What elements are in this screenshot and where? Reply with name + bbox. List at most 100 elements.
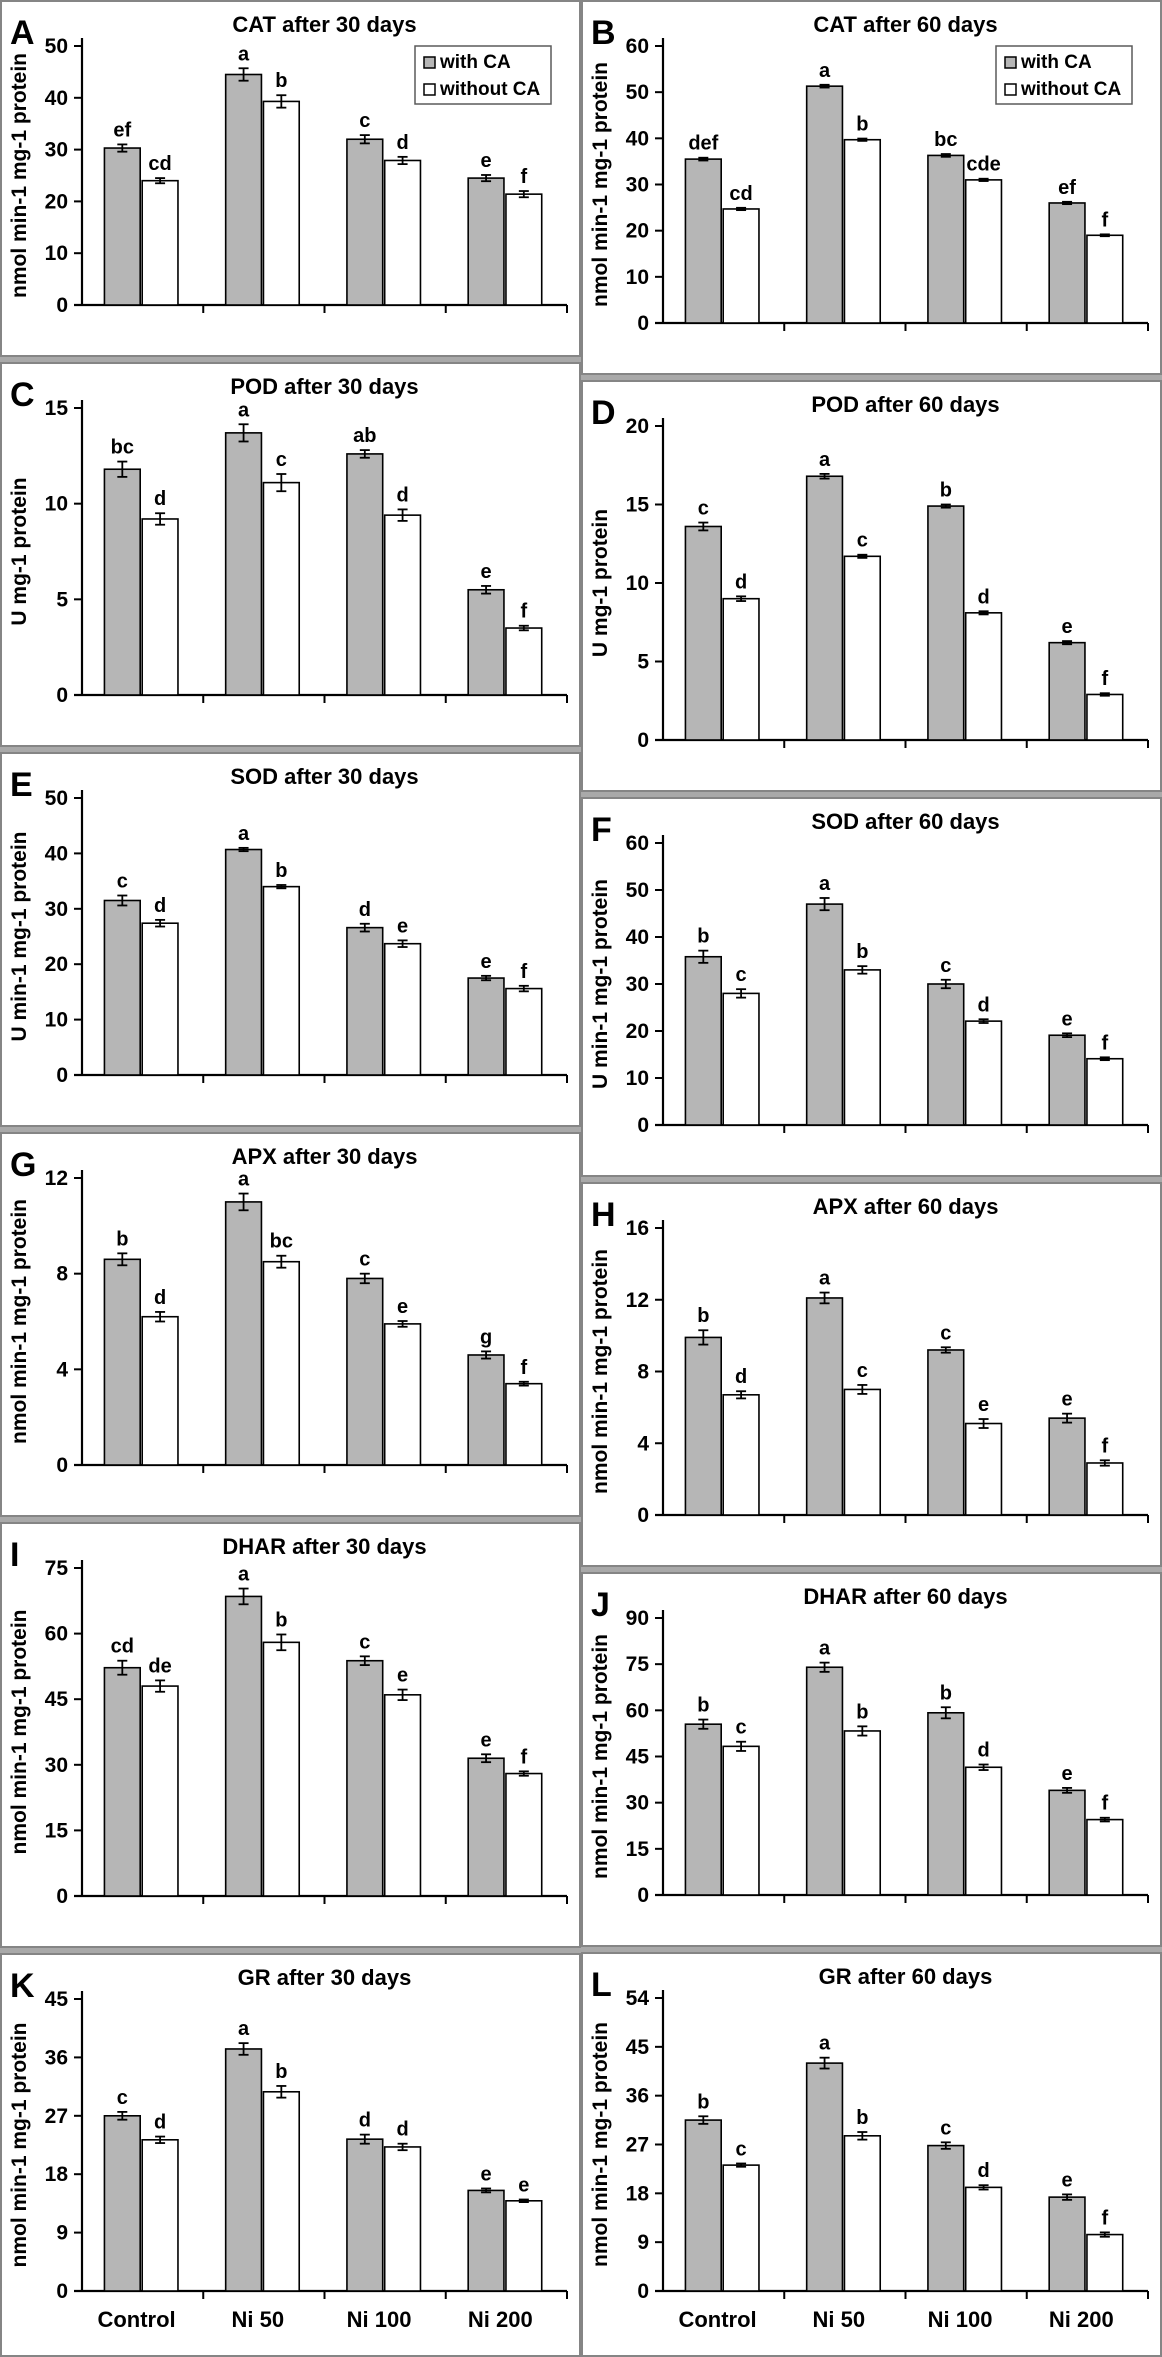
bar-with_ca-2 bbox=[346, 453, 384, 696]
bar-without_ca-0 bbox=[722, 1394, 760, 1516]
panel-title: SOD after 30 days bbox=[230, 764, 418, 789]
y-tick-label: 9 bbox=[637, 2231, 649, 2254]
y-tick-label: 10 bbox=[45, 493, 68, 516]
significance-letter: a bbox=[819, 449, 831, 471]
y-tick-label: 20 bbox=[45, 190, 68, 213]
bar-without_ca-1 bbox=[262, 1641, 301, 1897]
y-tick-label: 45 bbox=[45, 1688, 69, 1711]
y-tick-label: 10 bbox=[45, 1009, 68, 1032]
bar-without_ca-0 bbox=[141, 2139, 179, 2292]
bar-without_ca-1 bbox=[262, 2090, 301, 2292]
y-tick-label: 30 bbox=[45, 1754, 68, 1777]
legend-box bbox=[414, 45, 552, 105]
bar-without_ca-3 bbox=[505, 1772, 543, 1897]
y-tick-label: 30 bbox=[626, 973, 649, 996]
bar-with_ca-0 bbox=[103, 1258, 142, 1466]
y-axis-label: nmol min-1 mg-1 protein bbox=[589, 2022, 612, 2267]
y-tick-label: 0 bbox=[637, 729, 649, 752]
significance-letter: e bbox=[397, 1665, 408, 1687]
y-tick-label: 9 bbox=[56, 2222, 68, 2245]
bar-without_ca-2 bbox=[383, 1323, 422, 1466]
significance-letter: a bbox=[819, 60, 831, 82]
y-tick-label: 30 bbox=[626, 174, 649, 197]
y-axis-label: U mg-1 protein bbox=[589, 509, 612, 657]
significance-letter: d bbox=[154, 1287, 166, 1309]
significance-letter: e bbox=[1062, 2169, 1073, 2191]
y-axis-label: nmol min-1 mg-1 protein bbox=[589, 1634, 612, 1879]
y-tick-label: 40 bbox=[626, 926, 649, 949]
significance-letter: f bbox=[520, 166, 527, 188]
significance-letter: d bbox=[154, 488, 166, 510]
panel-title: GR after 30 days bbox=[238, 1965, 412, 1990]
x-category-label: Control bbox=[678, 2307, 756, 2332]
y-tick-label: 12 bbox=[626, 1289, 649, 1312]
panel-title: DHAR after 60 days bbox=[803, 1584, 1007, 1609]
significance-letter: f bbox=[1101, 668, 1108, 690]
bar-with_ca-2 bbox=[346, 1659, 384, 1897]
bar-with_ca-2 bbox=[927, 1349, 965, 1516]
bar-with_ca-0 bbox=[103, 2115, 142, 2292]
significance-letter: e bbox=[481, 951, 492, 973]
x-category-label: Ni 200 bbox=[1049, 2307, 1114, 2332]
significance-letter: e bbox=[1062, 1008, 1073, 1030]
bar-without_ca-2 bbox=[383, 2146, 422, 2292]
panel-E: E SOD after 30 days U min-1 mg-1 protein 0 1… bbox=[0, 752, 581, 1127]
significance-letter: b bbox=[856, 2107, 868, 2129]
bar-with_ca-1 bbox=[224, 73, 263, 306]
bar-without_ca-1 bbox=[262, 100, 301, 306]
bar-with_ca-0 bbox=[684, 1336, 723, 1516]
y-axis-label: U min-1 mg-1 protein bbox=[8, 831, 31, 1041]
bar-with_ca-1 bbox=[805, 1297, 844, 1516]
panel-title: CAT after 30 days bbox=[232, 12, 416, 37]
significance-letter: b bbox=[275, 70, 287, 92]
bar-without_ca-0 bbox=[722, 2164, 760, 2292]
panel-I: I DHAR after 30 days nmol min-1 mg-1 prote… bbox=[0, 1522, 581, 1948]
y-tick-label: 0 bbox=[56, 1454, 68, 1477]
y-tick-label: 15 bbox=[626, 1838, 650, 1861]
bar-with_ca-1 bbox=[805, 85, 844, 324]
y-tick-label: 45 bbox=[45, 1988, 69, 2011]
significance-letter: c bbox=[857, 1360, 868, 1382]
significance-letter: b bbox=[697, 926, 709, 948]
panel-H-chart: H APX after 60 days nmol min-1 mg-1 protei… bbox=[589, 1194, 1149, 1527]
bar-with_ca-2 bbox=[346, 926, 384, 1076]
significance-letter: c bbox=[940, 955, 951, 977]
y-tick-label: 0 bbox=[637, 1884, 649, 1907]
bar-without_ca-1 bbox=[843, 555, 882, 741]
bar-with_ca-1 bbox=[805, 475, 844, 741]
significance-letter: a bbox=[238, 1564, 250, 1586]
y-tick-label: 12 bbox=[45, 1167, 68, 1190]
legend-item-with-ca-label: with CA bbox=[439, 52, 511, 73]
panel-D: D POD after 60 days U mg-1 protein 0 5 10 15 20… bbox=[581, 380, 1162, 792]
y-tick-label: 75 bbox=[626, 1653, 650, 1676]
significance-letter: d bbox=[735, 571, 747, 593]
significance-letter: f bbox=[1101, 2207, 1108, 2229]
significance-letter: a bbox=[238, 399, 250, 421]
significance-letter: e bbox=[481, 2163, 492, 2185]
y-tick-label: 60 bbox=[626, 832, 649, 855]
y-axis-label: nmol min-1 mg-1 protein bbox=[589, 1249, 612, 1494]
significance-letter: c bbox=[736, 1717, 747, 1739]
bar-without_ca-0 bbox=[141, 1685, 179, 1897]
significance-letter: c bbox=[857, 530, 868, 552]
significance-letter: bc bbox=[111, 437, 134, 459]
bar-without_ca-3 bbox=[505, 987, 543, 1076]
significance-letter: d bbox=[396, 2119, 408, 2141]
y-tick-label: 0 bbox=[56, 1885, 68, 1908]
significance-letter: f bbox=[520, 1746, 527, 1768]
significance-letter: b bbox=[856, 1701, 868, 1723]
panel-H: H APX after 60 days nmol min-1 mg-1 protei… bbox=[581, 1182, 1162, 1567]
y-tick-label: 27 bbox=[626, 2134, 649, 2157]
bar-without_ca-2 bbox=[964, 1766, 1003, 1896]
significance-letter: d bbox=[977, 586, 989, 608]
bar-with_ca-1 bbox=[224, 432, 263, 696]
panel-letter: E bbox=[10, 766, 33, 804]
significance-letter: d bbox=[735, 1366, 747, 1388]
y-tick-label: 5 bbox=[56, 588, 68, 611]
panel-K-chart: K GR after 30 days nmol min-1 mg-1 protein… bbox=[8, 1965, 568, 2332]
bar-without_ca-3 bbox=[505, 193, 543, 306]
bar-without_ca-1 bbox=[843, 138, 882, 324]
significance-letter: e bbox=[481, 150, 492, 172]
bar-without_ca-1 bbox=[843, 1730, 882, 1896]
bar-without_ca-0 bbox=[722, 1745, 760, 1896]
